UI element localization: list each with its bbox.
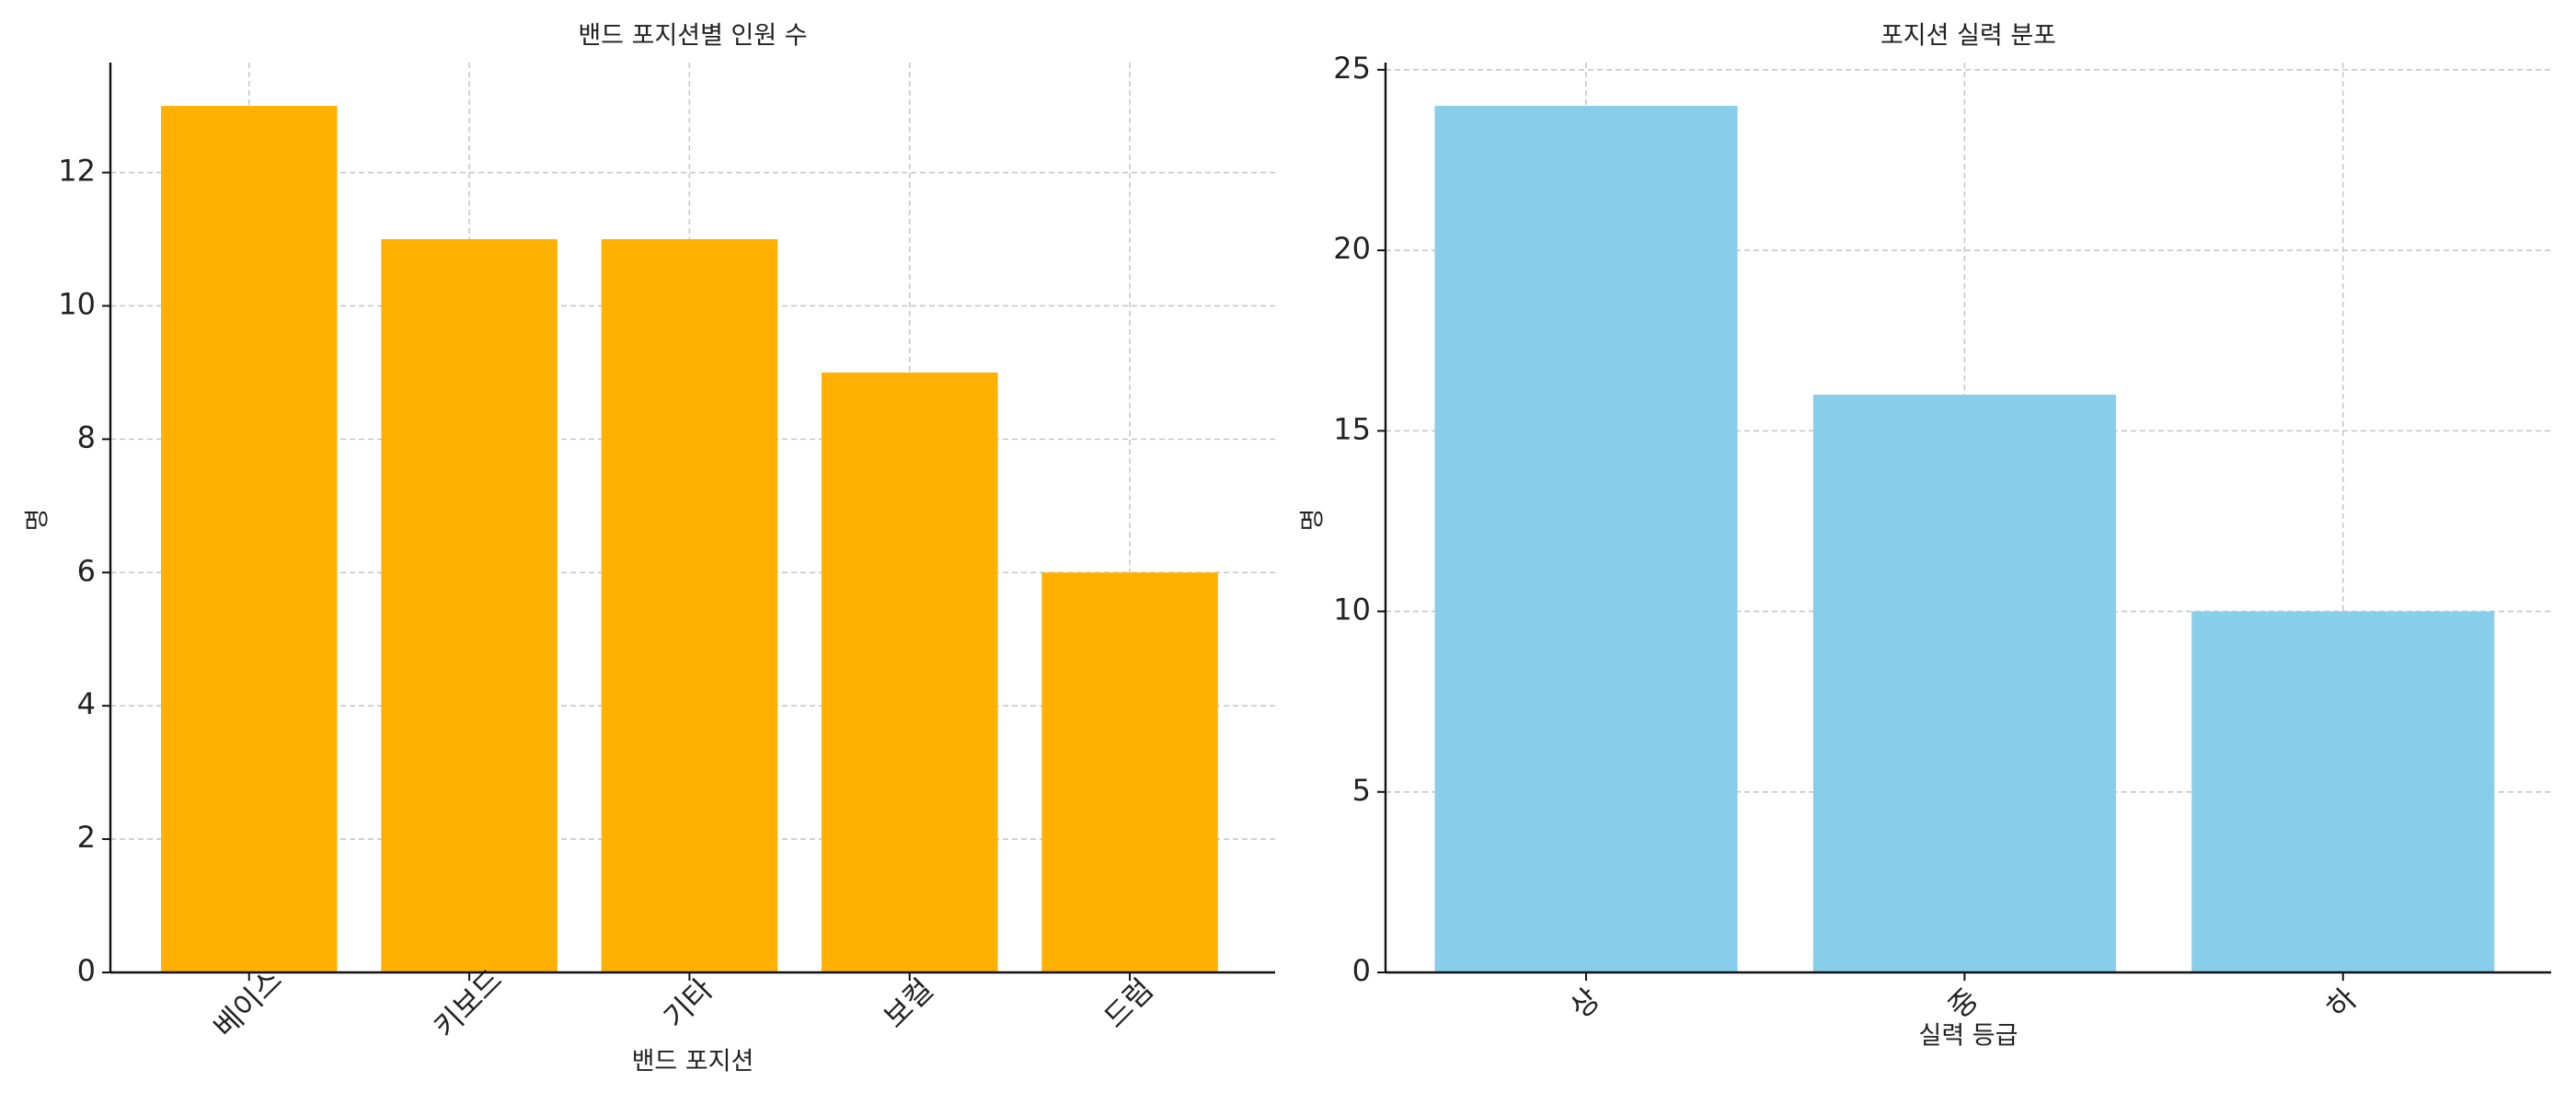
y-tick-label: 10 [58, 286, 96, 321]
bar [822, 372, 998, 972]
y-tick-label: 0 [77, 953, 96, 988]
y-tick-label: 5 [1352, 773, 1371, 808]
bar [1041, 572, 1218, 972]
bar [161, 106, 338, 973]
x-tick-label: 베이스 [207, 962, 289, 1044]
y-tick-label: 8 [77, 420, 96, 454]
y-axis-label: 명 [1299, 509, 1328, 532]
bar [381, 239, 558, 972]
y-tick-label: 25 [1333, 51, 1371, 86]
y-tick-label: 20 [1333, 231, 1371, 266]
x-tick-label: 드럼 [1097, 972, 1160, 1035]
y-axis-label: 명 [24, 509, 52, 532]
x-axis-label: 실력 등급 [1919, 1022, 2018, 1051]
bar [2191, 611, 2495, 972]
chart-title: 포지션 실력 분포 [1880, 22, 2056, 51]
y-tick-label: 6 [77, 553, 96, 588]
chart-title: 밴드 포지션별 인원 수 [578, 22, 807, 51]
x-tick-label: 하 [2319, 982, 2363, 1026]
y-tick-label: 4 [77, 686, 96, 721]
x-tick-label: 기타 [657, 972, 720, 1035]
x-axis-label: 밴드 포지션 [632, 1048, 754, 1076]
y-tick-label: 0 [1352, 953, 1371, 988]
y-tick-label: 15 [1333, 411, 1371, 446]
y-tick-label: 10 [1333, 592, 1371, 627]
x-tick-label: 키보드 [427, 962, 509, 1044]
y-tick-label: 2 [77, 820, 96, 855]
y-tick-label: 12 [58, 154, 96, 189]
bar [601, 239, 778, 972]
x-tick-label: 중 [1941, 982, 1985, 1026]
x-tick-label: 상 [1563, 982, 1607, 1026]
bar [1812, 395, 2116, 973]
x-tick-label: 보컬 [877, 972, 940, 1035]
bar [1434, 106, 1738, 973]
